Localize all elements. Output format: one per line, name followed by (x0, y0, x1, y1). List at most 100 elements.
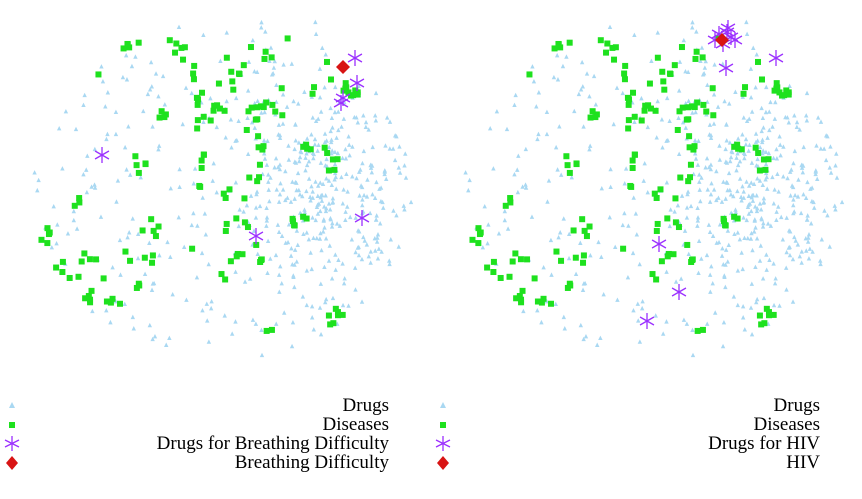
drug-point (54, 240, 59, 246)
drug-point (673, 279, 679, 284)
drug-point (649, 58, 654, 64)
drug-point (496, 231, 502, 236)
disease-point (570, 227, 577, 234)
drug-point (254, 191, 259, 197)
disease-point (649, 271, 656, 278)
drug-point (300, 193, 305, 199)
drug-point (177, 166, 182, 172)
legend-entry-drugs: Drugs (0, 396, 431, 415)
drug-point (135, 255, 141, 261)
drug-point (760, 182, 765, 187)
drug-point (265, 238, 271, 244)
drug-point (544, 298, 549, 304)
disease-point (566, 280, 573, 287)
drug-point (745, 235, 751, 241)
disease-point (342, 80, 349, 87)
drug-point (711, 92, 717, 97)
drug-point (747, 116, 752, 121)
drug-point (293, 122, 298, 127)
disease-point (196, 182, 203, 189)
disease-point (71, 202, 78, 209)
drug-point (304, 162, 310, 168)
drug-point (713, 310, 718, 315)
legend-entry-target: HIV (431, 453, 862, 472)
drug-point (191, 210, 196, 216)
disease-point (756, 167, 763, 174)
disease-point (731, 213, 738, 220)
drug-point (138, 174, 143, 180)
drug-point (252, 125, 257, 130)
disease-point (198, 157, 205, 164)
drug-point (825, 212, 830, 218)
disease-point (199, 89, 206, 96)
drug-point (269, 72, 275, 77)
disease-point (558, 257, 565, 264)
drug-point (267, 198, 272, 204)
drug-point (343, 217, 348, 222)
drug-point (336, 109, 341, 114)
drug-point (760, 150, 765, 156)
disease-point (149, 259, 156, 266)
drug-point (303, 155, 308, 160)
drug-point (774, 156, 780, 161)
drug-point (707, 229, 713, 235)
drug-point (368, 249, 373, 254)
drug-point (262, 109, 267, 115)
drug-point (804, 217, 810, 222)
disease-point (773, 85, 780, 92)
drug-point (681, 317, 687, 322)
disease-point (76, 199, 83, 206)
drug-point (162, 102, 168, 107)
drug-point (761, 295, 767, 301)
drug-point (637, 339, 643, 344)
drug-point (702, 65, 708, 70)
drug-point (291, 274, 296, 280)
drug-point (833, 163, 838, 168)
drug-point (523, 185, 529, 190)
drug-point (774, 209, 779, 214)
disease-point (653, 194, 660, 201)
drug-point (704, 252, 710, 258)
disease-point (758, 321, 765, 328)
drug-point (387, 146, 393, 151)
drug-point (710, 233, 716, 238)
drug-point (319, 247, 324, 253)
drug-point (832, 203, 837, 208)
drug-point (786, 120, 792, 125)
drug-point (334, 135, 339, 140)
disease-point (679, 104, 686, 111)
drug-point (749, 281, 755, 286)
disease-point (557, 44, 564, 51)
disease-point (661, 86, 668, 93)
drug-point (283, 168, 288, 174)
drug-point (715, 104, 721, 109)
disease-point (189, 245, 196, 252)
drug-point (276, 272, 282, 277)
drug-point (615, 297, 620, 302)
drug-point (683, 100, 688, 106)
disease-point (686, 133, 693, 140)
drug-point (784, 215, 789, 220)
disease-point (88, 287, 95, 294)
drug-point (98, 214, 104, 219)
drug-point (798, 210, 804, 216)
drug-point (812, 205, 817, 210)
drug-point (740, 266, 745, 272)
drug-point (273, 155, 279, 161)
drug-point (741, 150, 747, 156)
drug-point (60, 166, 65, 171)
disease-point (516, 293, 523, 300)
drug-point (764, 252, 769, 257)
drug-point (630, 250, 636, 256)
drug-point (276, 199, 282, 204)
drug-point (634, 232, 640, 237)
drug-point (772, 187, 777, 192)
disease-point (497, 274, 504, 281)
drug-point (744, 31, 750, 37)
drug-point (703, 165, 708, 170)
drug-point (295, 242, 300, 247)
drug-point (466, 187, 471, 193)
disease-point (684, 241, 691, 248)
drug-point (787, 252, 793, 258)
drug-point (776, 204, 781, 209)
